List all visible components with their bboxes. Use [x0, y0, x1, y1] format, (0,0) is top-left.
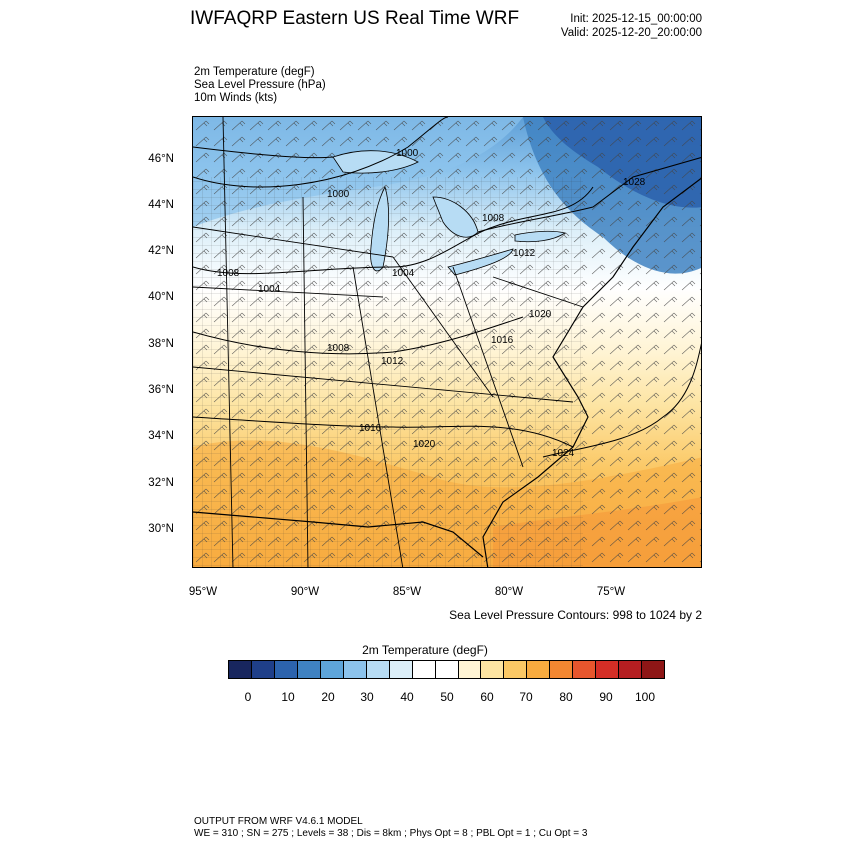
lat-label-34: 34°N — [148, 430, 174, 442]
slp-contour-note: Sea Level Pressure Contours: 998 to 1024… — [449, 608, 702, 622]
lon-label-90: 90°W — [290, 586, 320, 598]
isobar-label: 1016 — [491, 335, 514, 346]
isobar-line — [193, 186, 594, 275]
lon-label-95: 95°W — [188, 586, 218, 598]
colorbar-swatch — [527, 661, 551, 678]
county-lines — [193, 177, 583, 567]
lat-label-36: 36°N — [148, 384, 174, 396]
colorbar-tick-70: 70 — [519, 690, 533, 704]
isobar-label: 1020 — [529, 309, 552, 320]
colorbar-title: 2m Temperature (degF) — [362, 643, 488, 657]
colorbar-tick-0: 0 — [244, 690, 252, 704]
isobar-line — [542, 343, 701, 458]
colorbar-tick-10: 10 — [281, 690, 295, 704]
colorbar-swatch — [504, 661, 528, 678]
colorbar-swatch — [274, 661, 298, 678]
colorbar-tick-20: 20 — [321, 690, 335, 704]
colorbar-tick-40: 40 — [400, 690, 414, 704]
isobar-label: 1008 — [482, 213, 505, 224]
lon-label-85: 85°W — [392, 586, 422, 598]
isobar-label: 1012 — [381, 356, 404, 367]
colorbar-swatch — [458, 661, 482, 678]
colorbar-swatch — [389, 661, 413, 678]
state-border-line — [193, 117, 584, 567]
lat-label-32: 32°N — [148, 477, 174, 489]
colorbar-tick-100: 100 — [634, 690, 656, 704]
atlantic-coastline — [482, 177, 701, 567]
field-winds-label: 10m Winds (kts) — [194, 92, 278, 104]
isobar-label: 1024 — [552, 448, 575, 459]
temperature-colorbar — [228, 660, 665, 679]
isobar-line — [193, 117, 449, 188]
colorbar-swatch — [229, 661, 252, 678]
isobar-line — [193, 316, 524, 355]
colorbar-swatch — [297, 661, 321, 678]
isobar-label: 1012 — [513, 248, 536, 259]
colorbar-swatch — [596, 661, 620, 678]
lon-label-75: 75°W — [596, 586, 626, 598]
lat-label-44: 44°N — [148, 199, 174, 211]
field-pressure-label: Sea Level Pressure (hPa) — [194, 79, 326, 91]
field-temperature-label: 2m Temperature (degF) — [194, 66, 315, 78]
colorbar-tick-90: 90 — [599, 690, 613, 704]
colorbar-tick-30: 30 — [360, 690, 374, 704]
colorbar-swatch — [642, 661, 665, 678]
lake-michigan — [370, 185, 390, 272]
canada-border — [193, 146, 701, 233]
isobar-label: 1028 — [623, 177, 646, 188]
colorbar-swatch — [412, 661, 436, 678]
colorbar-swatch — [573, 661, 597, 678]
plot-title: IWFAQRP Eastern US Real Time WRF — [190, 8, 520, 29]
colorbar-swatch — [435, 661, 459, 678]
colorbar-swatch — [343, 661, 367, 678]
isobar-label: 1008 — [217, 268, 240, 279]
isobar-label: 1004 — [258, 284, 281, 295]
colorbar-tick-80: 80 — [559, 690, 573, 704]
colorbar-swatch — [366, 661, 390, 678]
lat-label-40: 40°N — [148, 291, 174, 303]
valid-time: Valid: 2025-12-20_20:00:00 — [560, 27, 702, 39]
init-time: Init: 2025-12-15_00:00:00 — [570, 13, 702, 25]
lat-label-46: 46°N — [148, 153, 174, 165]
lat-label-42: 42°N — [148, 245, 174, 257]
colorbar-swatch — [481, 661, 505, 678]
lon-label-80: 80°W — [494, 586, 524, 598]
lake-erie — [447, 248, 514, 276]
lake-ontario — [514, 230, 566, 243]
isobar-line — [193, 416, 574, 448]
gulf-coastline — [193, 511, 484, 558]
lat-label-30: 30°N — [148, 523, 174, 535]
colorbar-tick-60: 60 — [480, 690, 494, 704]
isobar-label: 1004 — [392, 268, 415, 279]
colorbar-swatch — [550, 661, 574, 678]
colorbar-tick-50: 50 — [440, 690, 454, 704]
model-info-line1: OUTPUT FROM WRF V4.6.1 MODEL — [194, 816, 363, 827]
isobar-label: 1008 — [327, 343, 350, 354]
colorbar-swatch — [251, 661, 275, 678]
isobar-label: 1020 — [413, 439, 436, 450]
isobar-label: 1000 — [327, 189, 350, 200]
colorbar-swatch — [619, 661, 643, 678]
model-info-line2: WE = 310 ; SN = 275 ; Levels = 38 ; Dis … — [194, 828, 588, 839]
isobar-label: 1016 — [359, 423, 382, 434]
weather-map: 1000 1000 1008 1008 1004 1004 1008 1012 … — [192, 116, 702, 568]
isobar-label: 1000 — [396, 148, 419, 159]
lake-superior — [332, 150, 419, 174]
colorbar-swatch — [320, 661, 344, 678]
lat-label-38: 38°N — [148, 338, 174, 350]
